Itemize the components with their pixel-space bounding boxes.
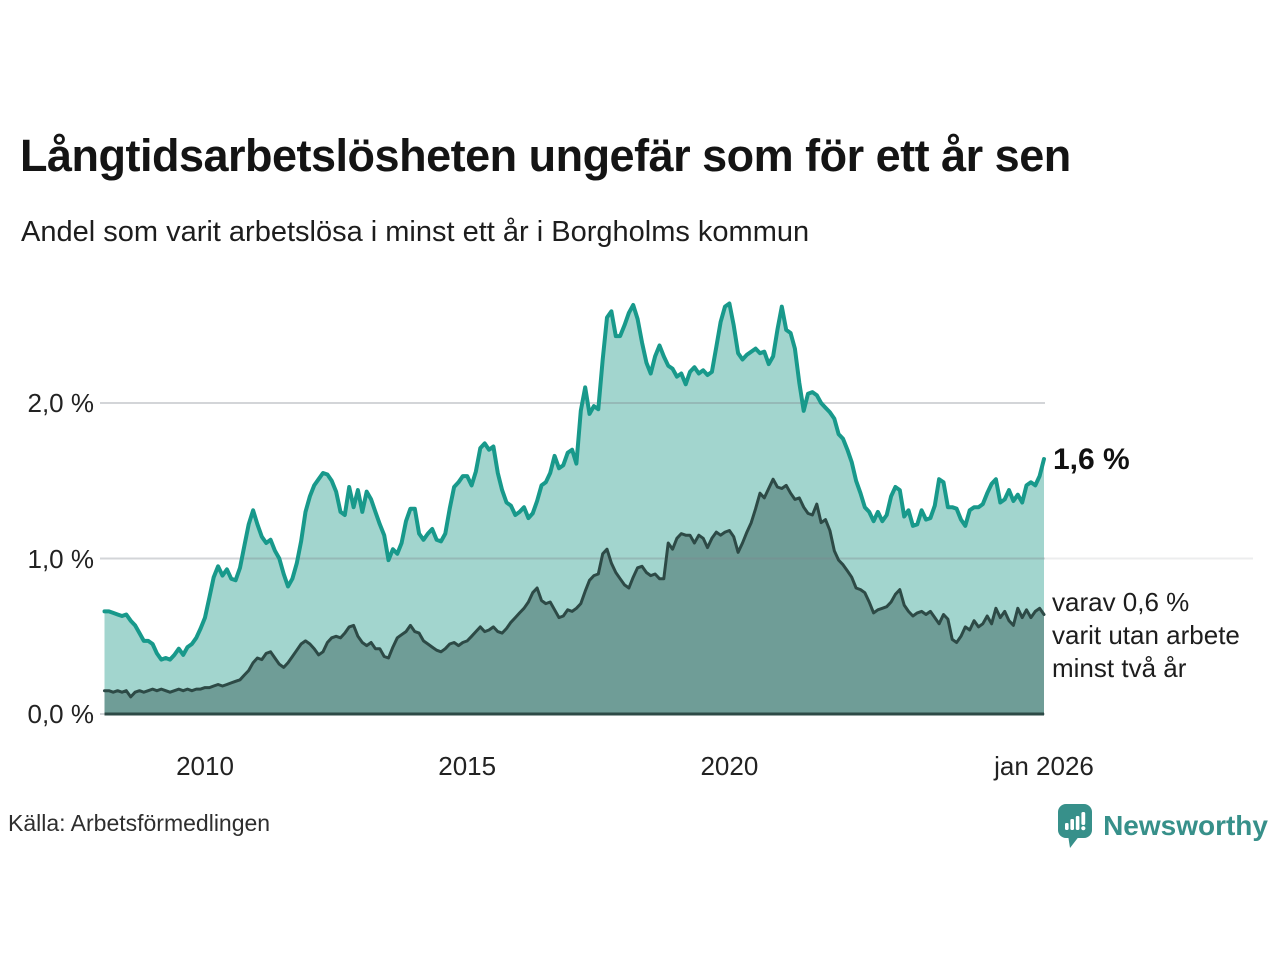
annotation-line: varav 0,6 % — [1052, 587, 1190, 618]
x-tick: 2020 — [700, 751, 759, 781]
secondary-series-annotation: varav 0,6 % varit utan arbete minst två … — [1052, 586, 1240, 685]
x-tick: 2010 — [176, 751, 234, 781]
annotation-line: minst två år — [1052, 653, 1187, 684]
y-tick: 1,0 % — [27, 543, 95, 574]
source-credit: Källa: Arbetsförmedlingen — [8, 810, 271, 836]
page-subtitle: Andel som varit arbetslösa i minst ett å… — [21, 216, 810, 248]
x-tick: jan 2026 — [994, 751, 1094, 781]
annotation-line: varit utan arbete — [1052, 620, 1240, 651]
y-tick: 0,0 % — [27, 699, 95, 729]
x-tick: 2015 — [438, 751, 497, 781]
page-title: Långtidsarbetslösheten ungefär som för e… — [20, 130, 1071, 181]
newsworthy-logo-icon — [1058, 804, 1093, 848]
y-tick: 2,0 % — [27, 388, 95, 418]
newsworthy-brand: Newsworthy — [1058, 803, 1268, 848]
brand-wordmark: Newsworthy — [1103, 809, 1268, 841]
latest-value-label: 1,6 % — [1053, 442, 1130, 476]
